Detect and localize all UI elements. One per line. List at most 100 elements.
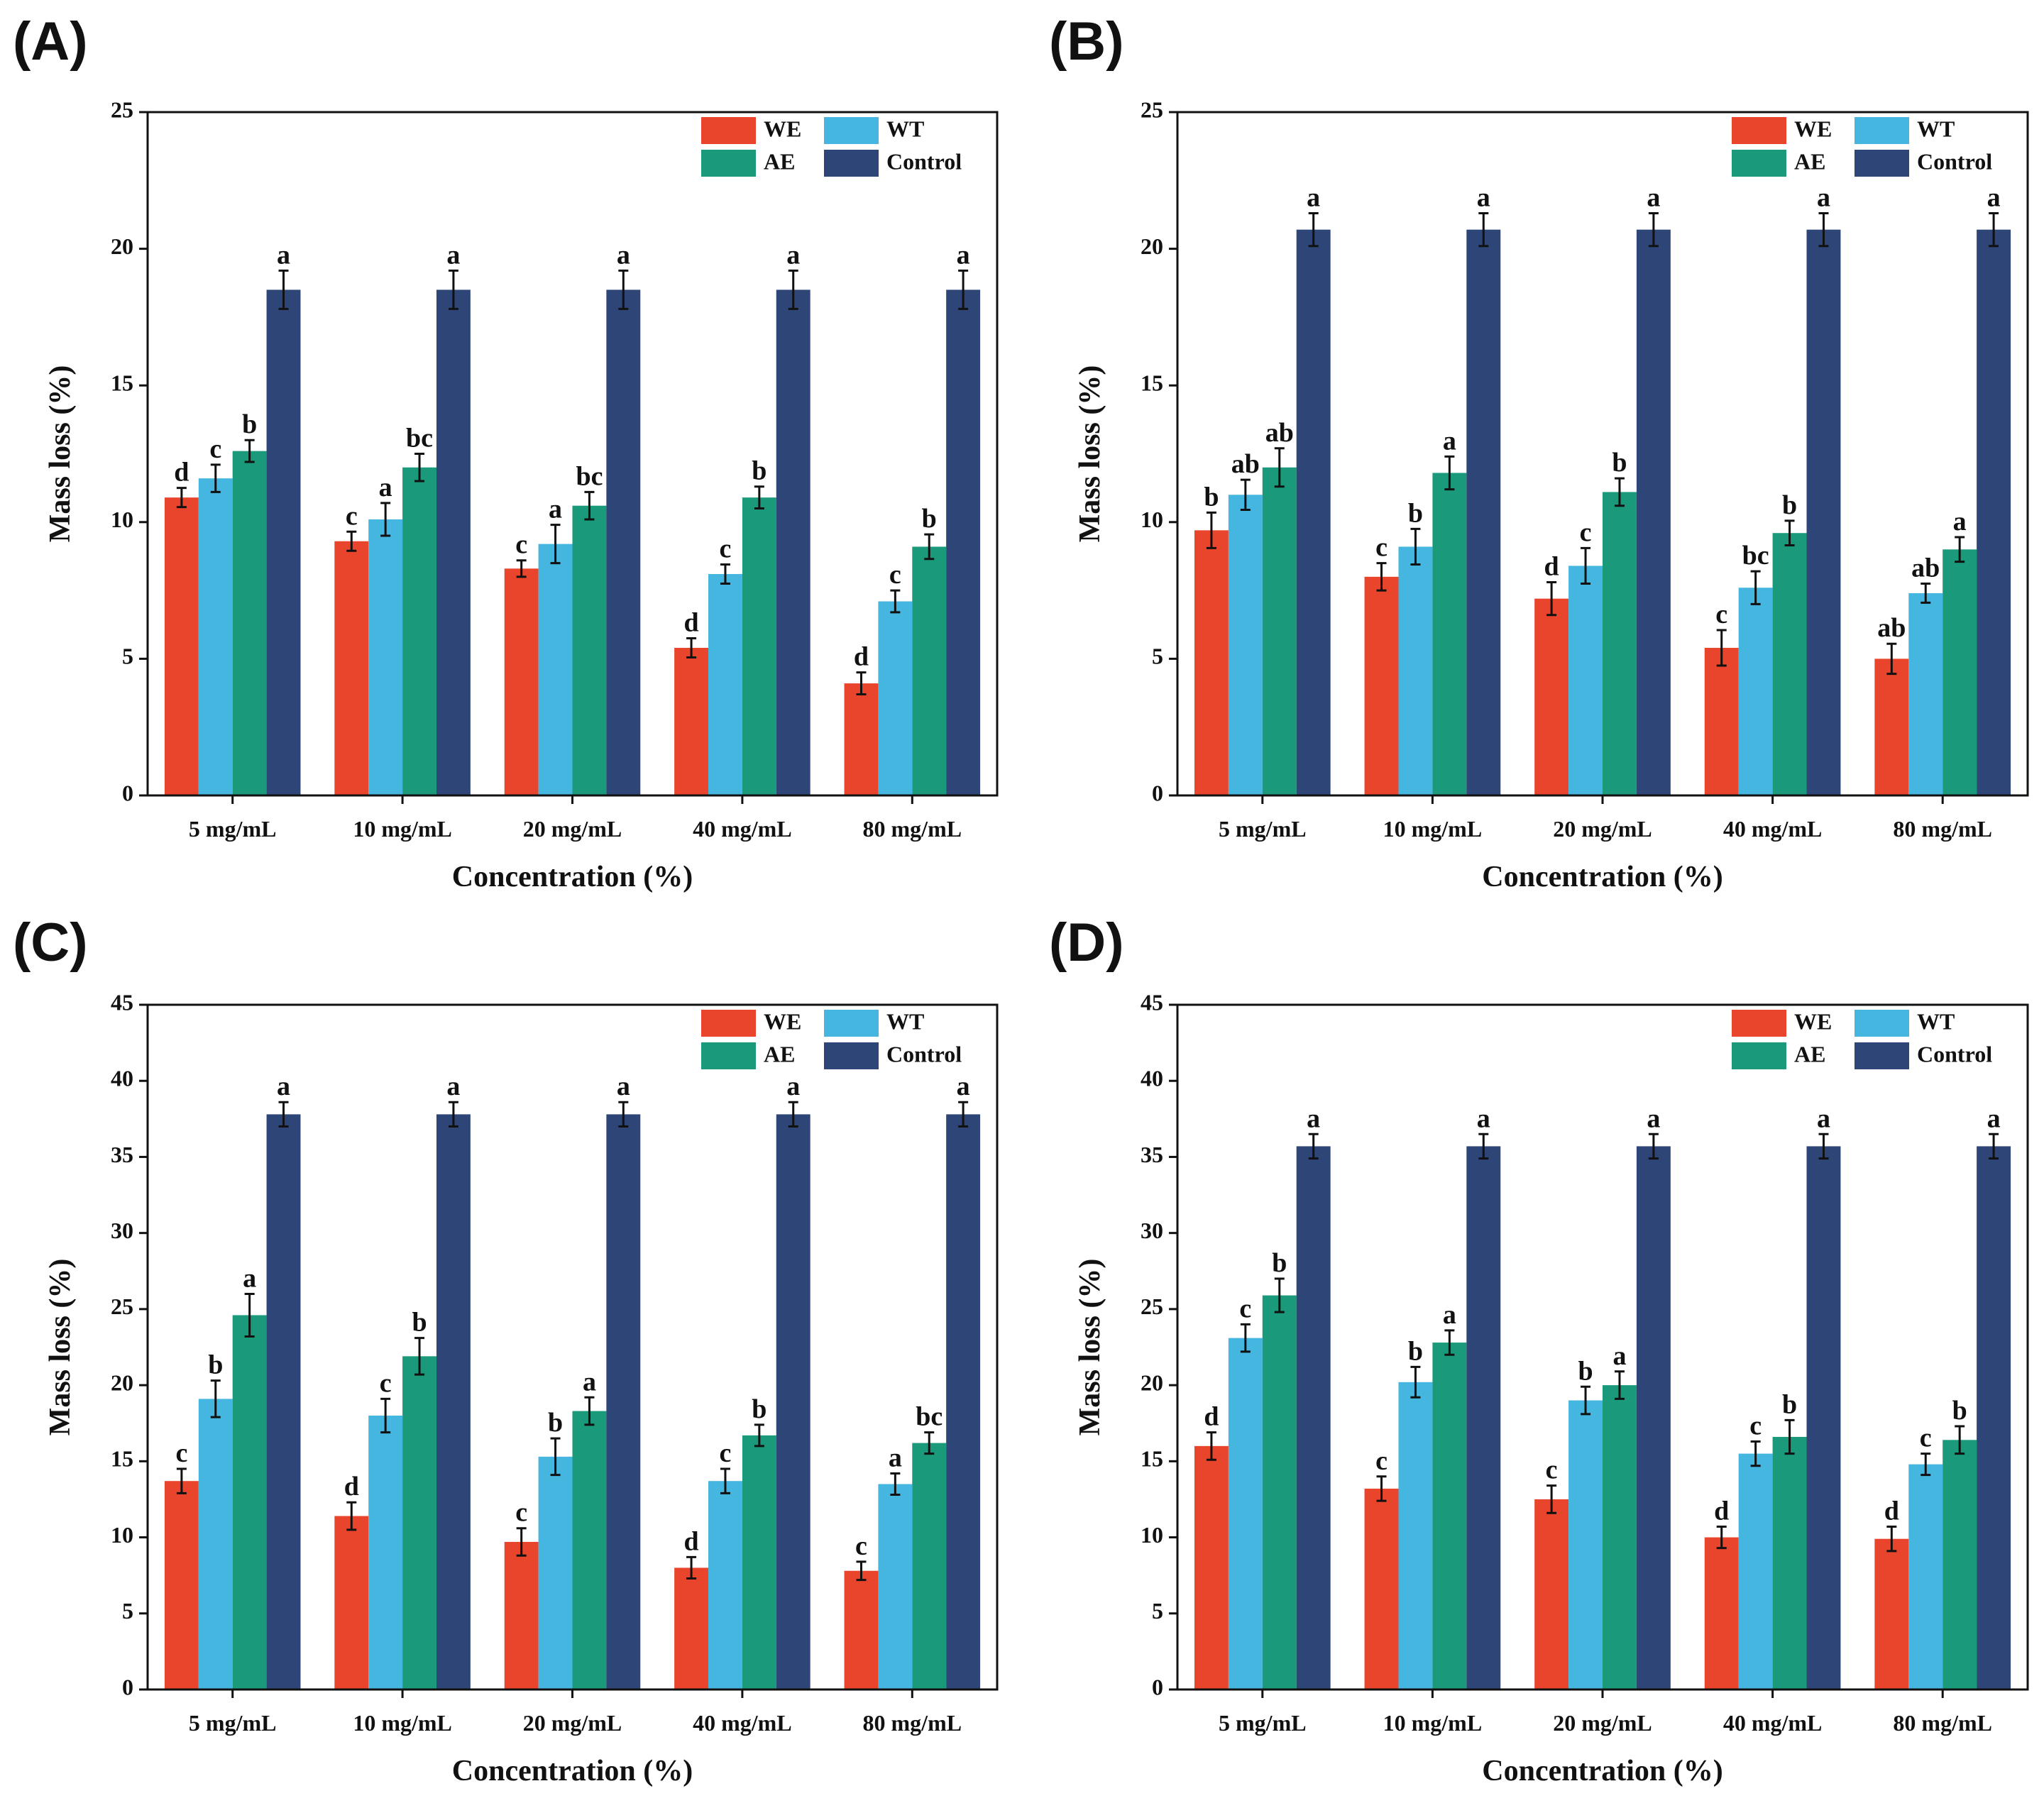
significance-letter: c [1920,1423,1932,1453]
y-tick-label: 10 [111,1522,133,1548]
error-bar [1308,1132,1319,1160]
error-bar [1886,642,1897,676]
legend-swatch [1855,1042,1909,1069]
significance-letter: a [277,240,290,270]
x-tick-label: 10 mg/mL [353,816,452,842]
significance-letter: c [1580,517,1592,547]
bar [1874,1538,1909,1690]
error-bar [958,1101,969,1128]
bar [334,541,369,795]
bar [436,290,471,795]
bar [1977,229,2011,795]
error-bar [516,1527,527,1557]
significance-letter: a [1987,1103,2001,1133]
bar [1466,1146,1501,1690]
bar [164,497,199,795]
y-tick-label: 10 [111,507,133,532]
error-bar [210,1379,221,1418]
bar [1772,533,1807,795]
bar [198,1399,233,1690]
bar [198,478,233,795]
error-bar [890,589,901,614]
significance-letter: c [1715,600,1727,629]
significance-letter: d [684,1526,699,1556]
significance-letter: d [1544,552,1559,582]
y-tick-label: 20 [111,233,133,259]
significance-letter: d [174,458,189,487]
error-bar [584,1396,595,1426]
y-tick-label: 45 [111,989,133,1015]
significance-letter: a [379,473,392,502]
bar [436,1114,471,1690]
bar [1262,467,1297,795]
error-bar [1614,1370,1625,1400]
legend-label: WE [764,116,801,141]
error-bar [1784,519,1795,547]
legend-label: WE [1794,1008,1832,1034]
y-tick-label: 0 [122,1674,133,1699]
error-bar [448,269,458,310]
x-tick-label: 5 mg/mL [189,1710,277,1736]
bar [266,1114,301,1690]
error-bar [1478,212,1489,248]
error-bar [754,1423,764,1448]
legend-label: WT [886,1008,924,1034]
significance-letter: a [1477,183,1490,213]
legend-swatch [824,150,879,177]
bar [1704,1537,1739,1690]
significance-letter: b [1272,1248,1287,1278]
bar [368,519,403,795]
legend-label: AE [1794,148,1825,174]
bar [1432,473,1467,795]
significance-letter: a [1612,1341,1626,1371]
significance-letter: a [446,1071,460,1101]
bar [674,647,709,795]
error-bar [788,269,798,310]
bar [402,1356,436,1690]
legend-swatch [1855,1010,1909,1037]
significance-letter: ab [1911,553,1940,583]
error-bar [1478,1132,1489,1160]
significance-letter: c [380,1368,392,1398]
legend-swatch [701,1010,756,1037]
legend-swatch [1732,1042,1786,1069]
significance-letter: c [209,434,221,464]
significance-letter: a [1953,507,1967,536]
error-bar [1614,477,1625,507]
error-bar [1581,1385,1591,1416]
significance-letter: c [1375,533,1388,563]
y-tick-label: 30 [1141,1218,1163,1243]
significance-letter: b [1612,448,1627,478]
bar [912,546,947,795]
error-bar [1648,1132,1659,1160]
x-tick-label: 40 mg/mL [693,1710,792,1736]
error-bar [1206,511,1216,549]
error-bar [788,1101,798,1128]
bar [742,497,776,795]
bar [1772,1437,1807,1690]
significance-letter: a [786,1071,800,1101]
legend-swatch [824,1010,879,1037]
y-axis-title: Mass loss (%) [44,365,77,543]
bar [1636,229,1671,795]
plot-frame [1176,111,2029,797]
significance-letter: c [515,530,527,560]
significance-letter: bc [1742,541,1769,570]
significance-letter: a [1817,1103,1830,1133]
significance-letter: a [957,240,970,270]
significance-letter: b [548,1408,563,1438]
error-bar [856,1560,867,1582]
error-bar [1750,1440,1761,1467]
error-bar [618,269,629,310]
error-bar [924,1431,935,1455]
significance-letter: a [1443,426,1456,456]
bar [1262,1295,1297,1690]
error-bar [1818,1132,1829,1160]
x-tick-label: 20 mg/mL [1553,1710,1652,1736]
y-tick-label: 10 [1141,507,1163,532]
significance-letter: b [1782,490,1797,520]
significance-letter: d [684,608,699,638]
bar [1398,1382,1433,1690]
error-bar [1274,1277,1285,1313]
